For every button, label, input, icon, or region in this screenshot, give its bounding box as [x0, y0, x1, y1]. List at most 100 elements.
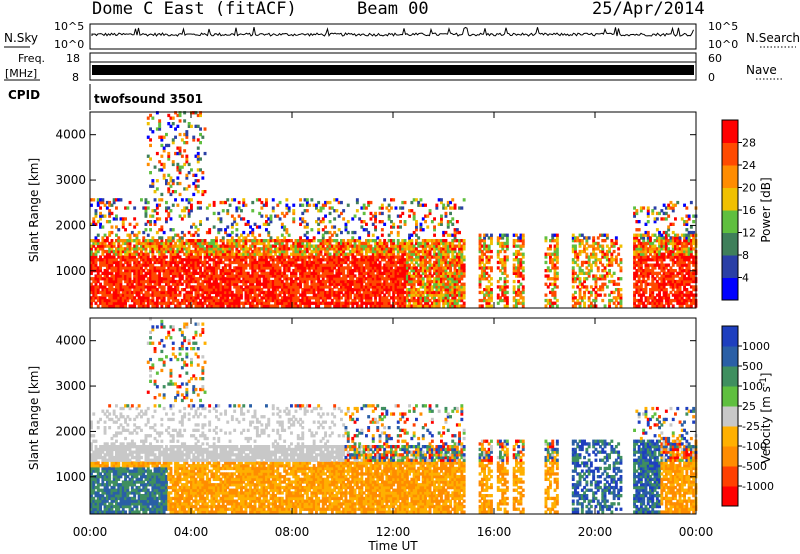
heatmap-cell — [417, 282, 421, 286]
heatmap-cell — [408, 277, 411, 281]
heatmap-cell — [433, 247, 436, 251]
heatmap-cell — [171, 296, 175, 300]
heatmap-cell — [230, 293, 234, 297]
heatmap-cell — [283, 266, 287, 270]
heatmap-cell — [578, 241, 582, 246]
heatmap-cell — [94, 263, 98, 267]
heatmap-cell — [196, 301, 200, 305]
heatmap-cell — [171, 252, 175, 256]
heatmap-cell — [585, 236, 589, 240]
heatmap-cell — [503, 285, 507, 289]
heatmap-cell — [462, 301, 466, 305]
heatmap-cell — [137, 255, 141, 259]
heatmap-cell — [271, 266, 275, 270]
heatmap-cell — [437, 304, 441, 308]
heatmap-cell — [169, 290, 173, 295]
heatmap-cell — [449, 293, 452, 297]
heatmap-cell — [101, 249, 105, 254]
heatmap-cell — [428, 255, 432, 259]
heatmap-cell — [224, 298, 227, 303]
heatmap-cell — [426, 301, 430, 305]
heatmap-cell — [278, 258, 282, 262]
heatmap-cell — [174, 279, 177, 284]
heatmap-cell — [315, 203, 318, 207]
heatmap-cell — [458, 293, 461, 297]
heatmap-cell — [505, 279, 509, 284]
heatmap-cell — [133, 252, 137, 256]
heatmap-cell — [105, 260, 109, 265]
heatmap-cell — [312, 203, 316, 207]
heatmap-cell — [105, 290, 109, 295]
heatmap-cell — [453, 293, 457, 297]
heatmap-cell — [146, 263, 150, 267]
heatmap-cell — [108, 209, 112, 213]
heatmap-cell — [117, 301, 121, 305]
heatmap-cell — [101, 293, 105, 297]
heatmap-cell — [124, 217, 127, 221]
heatmap-cell — [619, 266, 623, 270]
heatmap-cell — [519, 263, 523, 267]
heatmap-cell — [212, 252, 216, 256]
heatmap-cell — [233, 258, 237, 262]
heatmap-cell — [549, 290, 552, 295]
heatmap-cell — [433, 252, 436, 256]
heatmap-cell — [333, 209, 337, 213]
heatmap-cell — [594, 282, 598, 286]
heatmap-cell — [549, 269, 552, 273]
heatmap-cell — [133, 239, 137, 243]
heatmap-cell — [435, 263, 439, 267]
heatmap-cell — [121, 271, 125, 275]
heatmap-cell — [458, 296, 461, 300]
heatmap-cell — [453, 269, 457, 273]
heatmap-cell — [501, 266, 505, 270]
heatmap-cell — [128, 222, 132, 226]
heatmap-cell — [330, 244, 334, 248]
heatmap-cell — [128, 279, 132, 284]
heatmap-cell — [258, 211, 262, 216]
heatmap-cell — [112, 301, 116, 305]
heatmap-cell — [224, 271, 227, 275]
heatmap-cell — [501, 260, 505, 265]
heatmap-cell — [317, 239, 321, 243]
heatmap-cell — [583, 260, 586, 265]
heatmap-cell — [315, 269, 318, 273]
heatmap-cell — [190, 225, 193, 229]
heatmap-cell — [478, 266, 482, 270]
heatmap-cell — [401, 244, 405, 248]
heatmap-cell — [603, 233, 607, 237]
heatmap-cell — [446, 279, 450, 284]
heatmap-cell — [219, 271, 223, 275]
heatmap-cell — [219, 239, 223, 243]
heatmap-cell — [310, 252, 314, 256]
heatmap-cell — [149, 277, 152, 281]
heatmap-cell — [312, 247, 316, 251]
heatmap-cell — [378, 304, 382, 308]
heatmap-cell — [146, 296, 150, 300]
heatmap-cell — [167, 271, 171, 275]
heatmap-cell — [408, 263, 411, 267]
heatmap-cell — [265, 271, 268, 275]
heatmap-cell — [610, 260, 614, 265]
heatmap-cell — [308, 301, 312, 305]
heatmap-cell — [235, 266, 239, 270]
heatmap-cell — [146, 304, 150, 308]
heatmap-cell — [335, 260, 339, 265]
heatmap-cell — [160, 285, 164, 289]
heatmap-cell — [283, 263, 287, 267]
heatmap-cell — [274, 266, 277, 270]
heatmap-cell — [224, 249, 227, 254]
heatmap-cell — [228, 269, 232, 273]
heatmap-cell — [215, 279, 218, 284]
heatmap-cell — [387, 233, 391, 237]
heatmap-cell — [90, 266, 93, 270]
heatmap-cell — [401, 260, 405, 265]
heatmap-cell — [280, 274, 284, 278]
heatmap-cell — [639, 236, 643, 240]
heatmap-cell — [487, 247, 491, 251]
heatmap-cell — [194, 225, 198, 229]
heatmap-cell — [176, 176, 180, 180]
heatmap-cell — [433, 301, 436, 305]
heatmap-cell — [255, 241, 259, 246]
heatmap-cell — [639, 252, 643, 256]
heatmap-cell — [278, 301, 282, 305]
